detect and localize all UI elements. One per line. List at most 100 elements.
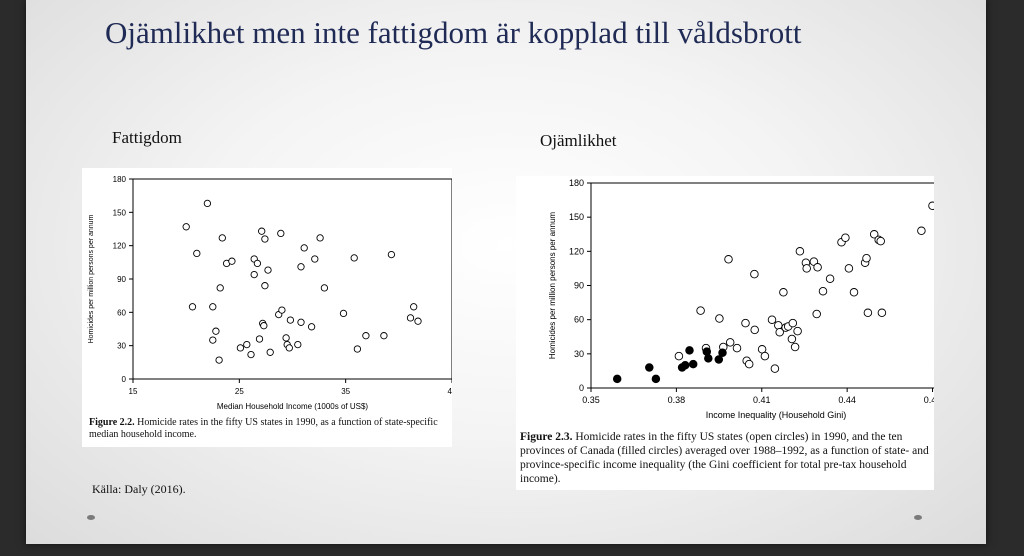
income-open-point	[182, 223, 190, 231]
gini-open-point	[674, 351, 684, 361]
figure-2-2-panel: 0 30 60 90 120 150 180 15 25 35 45 Median Household…	[82, 168, 457, 447]
gini-x-tick-label: 0.38	[668, 395, 686, 405]
gini-x-tick-label: 0.35	[582, 395, 600, 405]
gini-open-point	[869, 230, 879, 239]
gini-open-point	[760, 351, 770, 361]
income-open-point	[260, 322, 268, 330]
income-open-point	[215, 356, 223, 364]
gini-y-tick-label: 0	[579, 383, 584, 393]
income-y-tick-label: 180	[113, 175, 127, 184]
gini-filled-point	[688, 359, 698, 369]
income-open-point	[285, 344, 293, 352]
income-open-point	[212, 327, 220, 335]
income-open-point	[300, 244, 308, 252]
gini-open-point	[787, 334, 797, 344]
income-open-point	[406, 314, 415, 322]
gini-open-point	[750, 325, 759, 335]
income-open-point	[297, 263, 305, 271]
gini-open-point	[779, 288, 788, 297]
gini-open-point	[849, 288, 859, 297]
gini-open-point	[825, 274, 835, 283]
income-y-tick-label: 150	[113, 208, 127, 217]
income-x-tick-label: 35	[341, 387, 350, 396]
gini-open-point	[790, 342, 800, 352]
gini-open-point	[750, 269, 759, 279]
gini-filled-point	[612, 374, 622, 384]
income-open-point	[316, 234, 324, 242]
slide-nav-dot-right[interactable]	[914, 515, 922, 520]
gini-filled-point	[680, 360, 690, 370]
income-y-tick-label: 60	[117, 308, 126, 317]
income-open-point	[216, 284, 224, 292]
figure-2-2-caption: Figure 2.2. Homicide rates in the fifty …	[89, 417, 449, 441]
income-open-point	[297, 318, 305, 326]
income-open-point	[307, 323, 316, 331]
gini-y-tick-label: 30	[574, 349, 584, 359]
scatter-chart-inequality: 0 30 60 90 120 150 180 0.35 0.38 0.41 0.44 0.47 Inco…	[548, 178, 962, 420]
income-open-point	[188, 303, 197, 311]
income-open-point	[278, 306, 286, 314]
figure-2-3-caption: Figure 2.3. Homicide rates in the fifty …	[520, 430, 932, 486]
gini-open-point	[767, 315, 777, 324]
income-open-point	[209, 303, 217, 311]
gini-filled-point	[645, 363, 654, 372]
gini-open-point	[744, 359, 754, 369]
income-y-tick-label: 0	[122, 375, 127, 384]
gini-open-point	[696, 306, 705, 315]
income-open-point	[277, 229, 285, 238]
slide-nav-dot-left[interactable]	[87, 515, 95, 520]
gini-open-point	[788, 318, 798, 328]
income-x-tick-label: 15	[129, 387, 138, 396]
income-open-point	[266, 348, 274, 356]
gini-x-axis-label: Income Inequality (Household Gini)	[706, 410, 847, 420]
gini-open-point	[812, 309, 821, 319]
gini-open-point	[841, 233, 850, 242]
gini-open-point	[795, 247, 805, 256]
gini-open-point	[818, 286, 828, 296]
income-open-point	[236, 344, 245, 352]
gini-x-tick-label: 0.47	[924, 395, 934, 405]
income-open-point	[193, 249, 201, 258]
income-open-point	[209, 336, 217, 344]
gini-open-point	[802, 264, 811, 273]
figure-2-2-caption-text: Homicide rates in the fifty US states in…	[89, 417, 438, 440]
income-x-tick-label: 45	[448, 387, 452, 396]
gini-open-point	[715, 314, 724, 323]
gini-open-point	[876, 236, 885, 246]
income-y-tick-label: 120	[113, 242, 127, 251]
source-citation: Källa: Daly (2016).	[92, 482, 186, 496]
income-x-tick-label: 25	[235, 387, 244, 396]
slide-title: Ojämlikhet men inte fattigdom är kopplad…	[105, 15, 802, 50]
gini-open-point	[774, 321, 783, 330]
gini-open-point	[793, 326, 802, 336]
income-open-point	[243, 340, 251, 349]
income-open-point	[387, 250, 396, 259]
gini-open-point	[741, 318, 750, 328]
income-open-point	[353, 345, 362, 353]
income-open-point	[203, 199, 212, 208]
income-open-point	[258, 227, 266, 235]
gini-x-tick-label: 0.44	[838, 395, 856, 405]
gini-y-tick-label: 90	[574, 281, 584, 291]
gini-filled-point	[704, 354, 713, 363]
gini-filled-point	[685, 346, 694, 355]
income-open-point	[261, 235, 269, 243]
gini-filled-point	[718, 348, 727, 357]
slide: Ojämlikhet men inte fattigdom är kopplad…	[26, 0, 986, 544]
gini-y-axis-label: Homicides per million persons per annum	[548, 212, 557, 360]
gini-open-point	[862, 253, 871, 263]
gini-open-point	[917, 226, 926, 236]
income-open-point	[218, 234, 226, 242]
income-open-point	[250, 270, 258, 279]
gini-y-tick-label: 120	[569, 246, 584, 256]
income-open-point	[261, 282, 269, 290]
gini-filled-point	[714, 355, 724, 364]
gini-x-tick-label: 0.41	[753, 395, 771, 405]
income-open-point	[380, 332, 388, 340]
income-y-tick-label: 90	[117, 275, 126, 284]
income-open-point	[255, 335, 264, 343]
right-heading: Ojämlikhet	[540, 131, 617, 150]
gini-filled-point	[651, 374, 661, 384]
left-heading: Fattigdom	[112, 128, 182, 147]
income-y-tick-label: 30	[117, 342, 126, 351]
